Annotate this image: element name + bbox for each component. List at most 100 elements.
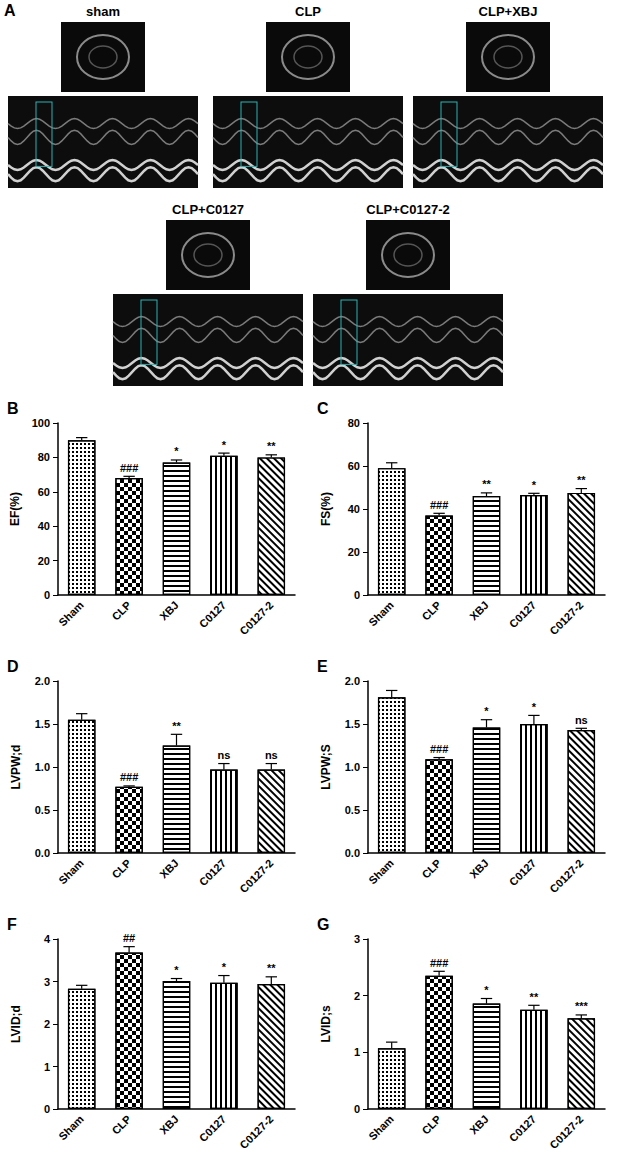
svg-text:**: **	[267, 440, 276, 452]
svg-text:LVPW;d: LVPW;d	[9, 745, 23, 790]
svg-text:###: ###	[430, 743, 448, 755]
svg-text:Sham: Sham	[56, 599, 86, 629]
svg-text:CLP+C0127: CLP+C0127	[172, 202, 244, 217]
svg-text:0: 0	[354, 589, 360, 601]
svg-text:C0127: C0127	[507, 857, 538, 888]
svg-text:###: ###	[120, 771, 138, 783]
svg-text:CLP: CLP	[295, 4, 321, 19]
svg-text:**: **	[577, 474, 586, 486]
svg-text:B: B	[7, 400, 19, 417]
svg-text:2.0: 2.0	[345, 675, 360, 687]
svg-text:CLP: CLP	[109, 857, 133, 881]
svg-text:**: **	[530, 991, 539, 1003]
svg-text:Sham: Sham	[366, 1113, 396, 1143]
svg-text:###: ###	[430, 957, 448, 969]
svg-text:C0127-2: C0127-2	[237, 599, 275, 637]
svg-text:*: *	[174, 445, 179, 457]
svg-text:100: 100	[32, 417, 50, 429]
svg-text:2: 2	[354, 990, 360, 1002]
svg-text:C0127-2: C0127-2	[237, 857, 275, 895]
svg-text:sham: sham	[86, 4, 120, 19]
svg-text:C0127-2: C0127-2	[547, 599, 585, 637]
svg-text:ns: ns	[217, 749, 230, 761]
svg-text:60: 60	[348, 460, 360, 472]
svg-text:C0127: C0127	[507, 599, 538, 630]
svg-text:*: *	[484, 984, 489, 996]
svg-text:60: 60	[38, 486, 50, 498]
svg-text:C0127: C0127	[197, 857, 228, 888]
svg-text:1.5: 1.5	[345, 718, 360, 730]
svg-text:XBJ: XBJ	[467, 599, 491, 623]
svg-text:1: 1	[44, 1061, 50, 1073]
svg-text:2: 2	[44, 1018, 50, 1030]
svg-text:A: A	[4, 2, 16, 19]
svg-text:1: 1	[354, 1046, 360, 1058]
svg-text:80: 80	[348, 417, 360, 429]
svg-text:C: C	[317, 400, 329, 417]
svg-text:Sham: Sham	[56, 1113, 86, 1143]
svg-text:**: **	[267, 962, 276, 974]
svg-text:0.0: 0.0	[345, 847, 360, 859]
svg-text:C0127-2: C0127-2	[547, 1113, 585, 1151]
svg-text:CLP: CLP	[109, 599, 133, 623]
svg-text:1.0: 1.0	[35, 761, 50, 773]
svg-text:LVID;s: LVID;s	[319, 1005, 333, 1042]
svg-text:EF(%): EF(%)	[8, 492, 22, 526]
svg-text:1.5: 1.5	[35, 718, 50, 730]
svg-text:40: 40	[348, 503, 360, 515]
svg-text:##: ##	[123, 932, 135, 944]
svg-text:G: G	[317, 916, 329, 933]
svg-text:CLP: CLP	[419, 1113, 443, 1137]
svg-text:ns: ns	[575, 714, 588, 726]
svg-text:E: E	[317, 658, 328, 675]
svg-text:20: 20	[38, 555, 50, 567]
svg-text:*: *	[484, 705, 489, 717]
svg-text:*: *	[532, 479, 537, 491]
svg-text:XBJ: XBJ	[157, 857, 181, 881]
svg-text:LVPW;S: LVPW;S	[319, 744, 333, 790]
svg-text:CLP+XBJ: CLP+XBJ	[479, 4, 538, 19]
svg-text:***: ***	[575, 1000, 589, 1012]
svg-text:XBJ: XBJ	[157, 599, 181, 623]
svg-text:C0127: C0127	[197, 599, 228, 630]
svg-text:XBJ: XBJ	[467, 857, 491, 881]
svg-text:CLP: CLP	[419, 599, 443, 623]
svg-text:**: **	[482, 478, 491, 490]
svg-text:F: F	[7, 916, 17, 933]
svg-text:0: 0	[354, 1103, 360, 1115]
svg-text:CLP: CLP	[109, 1113, 133, 1137]
svg-text:FS(%): FS(%)	[319, 492, 333, 526]
svg-text:###: ###	[120, 462, 138, 474]
svg-text:C0127-2: C0127-2	[237, 1113, 275, 1151]
svg-text:Sham: Sham	[56, 857, 86, 887]
svg-text:*: *	[222, 439, 227, 451]
svg-text:40: 40	[38, 520, 50, 532]
svg-text:XBJ: XBJ	[467, 1113, 491, 1137]
svg-text:###: ###	[430, 499, 448, 511]
svg-text:4: 4	[44, 933, 51, 945]
svg-text:0.0: 0.0	[35, 847, 50, 859]
svg-text:CLP: CLP	[419, 857, 443, 881]
svg-text:3: 3	[354, 933, 360, 945]
svg-text:C0127-2: C0127-2	[547, 857, 585, 895]
svg-text:XBJ: XBJ	[157, 1113, 181, 1137]
svg-text:20: 20	[348, 546, 360, 558]
svg-text:0: 0	[44, 1103, 50, 1115]
svg-text:*: *	[532, 701, 537, 713]
svg-text:*: *	[174, 964, 179, 976]
svg-text:3: 3	[44, 976, 50, 988]
svg-text:0.5: 0.5	[345, 804, 360, 816]
svg-text:Sham: Sham	[366, 857, 396, 887]
svg-text:CLP+C0127-2: CLP+C0127-2	[366, 202, 449, 217]
svg-text:LVID;d: LVID;d	[9, 1005, 23, 1043]
svg-text:**: **	[172, 720, 181, 732]
svg-text:80: 80	[38, 451, 50, 463]
svg-text:C0127: C0127	[507, 1113, 538, 1144]
svg-text:Sham: Sham	[366, 599, 396, 629]
svg-text:0: 0	[44, 589, 50, 601]
svg-text:C0127: C0127	[197, 1113, 228, 1144]
svg-text:0.5: 0.5	[35, 804, 50, 816]
svg-text:2.0: 2.0	[35, 675, 50, 687]
svg-text:1.0: 1.0	[345, 761, 360, 773]
svg-text:*: *	[222, 961, 227, 973]
